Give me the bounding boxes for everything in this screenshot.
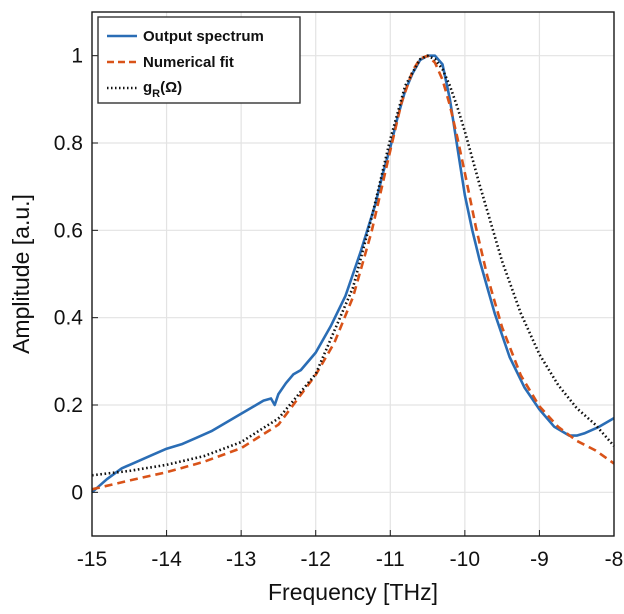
x-axis-title: Frequency [THz] bbox=[268, 579, 438, 605]
legend-label-numerical-fit: Numerical fit bbox=[143, 54, 234, 71]
y-tick-label: 0.6 bbox=[54, 219, 83, 242]
series-layer bbox=[91, 54, 615, 494]
x-tick-label: -15 bbox=[77, 548, 107, 571]
x-tick-label: -8 bbox=[605, 548, 624, 571]
y-tick-label: 0 bbox=[71, 481, 83, 504]
legend-label-gain-spectrum: gR(Ω) bbox=[143, 79, 182, 100]
y-tick-label: 1 bbox=[71, 45, 83, 68]
legend: Output spectrum Numerical fit gR(Ω) bbox=[97, 16, 301, 104]
gain-spectrum-line bbox=[91, 54, 615, 477]
x-tick-label: -14 bbox=[151, 548, 182, 571]
axis-ticks: -15 -14 -13 -12 -11 -10 -9 -8 0 0.2 0.4 0.6 0.8 1 bbox=[54, 45, 624, 571]
x-tick-label: -10 bbox=[450, 548, 480, 571]
y-axis-title: Amplitude [a.u.] bbox=[8, 194, 34, 354]
legend-label-output-spectrum: Output spectrum bbox=[143, 28, 264, 45]
x-tick-label: -13 bbox=[226, 548, 256, 571]
y-tick-label: 0.8 bbox=[54, 132, 83, 155]
x-tick-label: -9 bbox=[530, 548, 549, 571]
x-tick-label: -12 bbox=[301, 548, 331, 571]
plot-frame bbox=[91, 11, 615, 537]
y-tick-label: 0.4 bbox=[54, 307, 84, 330]
y-tick-label: 0.2 bbox=[54, 394, 83, 417]
x-tick-label: -11 bbox=[376, 548, 405, 571]
